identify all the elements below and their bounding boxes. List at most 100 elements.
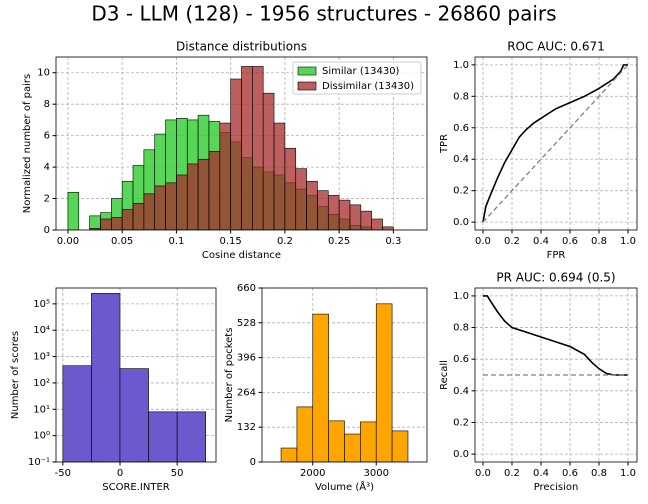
axes-title: PR AUC: 0.694 (0.5) (496, 271, 615, 285)
x-tick-label: 2000 (300, 468, 325, 479)
bar (312, 313, 329, 462)
x-tick-label: 0.6 (562, 236, 578, 247)
bar (143, 193, 156, 230)
x-axis-label: Cosine distance (202, 250, 281, 261)
y-tick-label: 10⁰ (33, 431, 50, 442)
bar (252, 66, 264, 230)
bar (295, 168, 307, 230)
legend: Similar (13430) Dissimilar (13430) (292, 61, 422, 95)
y-tick-label: 0.0 (453, 449, 469, 460)
y-tick-label: 0 (250, 457, 256, 468)
legend-label: Dissimilar (13430) (322, 81, 414, 92)
bar (148, 411, 178, 462)
figure-title: D3 - LLM (128) - 1956 structures - 26860… (91, 2, 556, 26)
legend-label: Similar (13430) (322, 66, 400, 77)
bar (165, 182, 177, 230)
bar (328, 420, 345, 462)
y-tick-label: 10¹ (33, 404, 50, 415)
y-tick-label: 0.4 (453, 154, 469, 165)
bar (280, 447, 298, 462)
x-axis-label: Precision (534, 482, 579, 493)
y-tick-label: 8 (44, 99, 50, 110)
plot-area (62, 293, 207, 462)
x-tick-label: 0.1 (168, 236, 184, 247)
y-axis-label: Normalized number of pairs (22, 74, 33, 214)
y-axis-label: Number of pockets (224, 328, 235, 423)
x-tick-label: 0.25 (328, 236, 350, 247)
x-tick-label: 0 (117, 468, 123, 479)
x-tick-label: 0.3 (385, 236, 401, 247)
y-tick-label: 10⁻¹ (28, 457, 50, 468)
panel: 0.0 0.2 0.4 0.6 0.8 1.0 0.0 0.2 0.4 0.6 0.8 1.0 PR A… (439, 271, 638, 493)
curve (482, 64, 629, 223)
y-tick-label: 0.8 (453, 323, 469, 334)
bar (100, 218, 112, 230)
bar (284, 147, 297, 230)
bar (186, 163, 199, 230)
x-axis-label: FPR (547, 250, 566, 261)
x-tick-label: 3000 (364, 468, 389, 479)
y-tick-label: 0.2 (453, 417, 469, 428)
bar (219, 122, 231, 230)
bar (230, 78, 242, 230)
bar (349, 204, 362, 230)
plot-area (482, 295, 629, 376)
plot-area (482, 64, 629, 223)
bar (296, 406, 314, 462)
bar (391, 430, 409, 462)
y-axis-label: Number of scores (10, 331, 21, 419)
axes-title: ROC AUC: 0.671 (507, 40, 605, 54)
panel: 2000 3000 0 132 264 396 528 660 Volume (Å³) Numbe… (224, 283, 428, 493)
curve (482, 64, 629, 223)
x-tick-label: 0.8 (591, 236, 607, 247)
bar (121, 209, 134, 230)
bar (154, 185, 166, 230)
bar (67, 191, 80, 230)
x-axis-label: SCORE.INTER (102, 482, 170, 493)
x-axis-label: Volume (Å³) (315, 480, 374, 493)
y-tick-label: 10² (33, 378, 50, 389)
panel: 0.0 0.2 0.4 0.6 0.8 1.0 0.0 0.2 0.4 0.6 0.8 1.0 ROC … (439, 40, 638, 261)
y-tick-label: 0.6 (453, 354, 469, 365)
bar (262, 92, 275, 230)
bar (327, 195, 340, 230)
x-tick-label: 50 (171, 468, 184, 479)
x-tick-label: 0.0 (475, 468, 491, 479)
x-tick-label: 0.6 (562, 468, 578, 479)
x-tick-label: 0.05 (111, 236, 133, 247)
y-tick-label: 0.8 (453, 91, 469, 102)
x-tick-label: 0.4 (533, 236, 549, 247)
y-tick-label: 132 (237, 422, 256, 433)
y-tick-label: 660 (237, 283, 256, 294)
bar (375, 303, 393, 462)
bar (273, 122, 286, 230)
x-tick-label: 1.0 (620, 236, 636, 247)
bar (241, 66, 253, 230)
x-tick-label: 0.2 (504, 468, 520, 479)
y-axis-label: TPR (439, 134, 450, 154)
axes-frame (55, 287, 217, 463)
y-tick-label: 6 (44, 131, 50, 142)
bar (306, 180, 318, 230)
plot-area (280, 303, 409, 462)
x-tick-label: 0.4 (533, 468, 549, 479)
bar (317, 190, 329, 230)
x-tick-label: 0.2 (277, 236, 293, 247)
x-tick-label: 0.8 (591, 468, 607, 479)
y-tick-label: 10⁵ (33, 299, 50, 310)
x-tick-label: 0.2 (504, 236, 520, 247)
x-tick-label: 0.15 (220, 236, 242, 247)
x-tick-label: 0.00 (57, 236, 79, 247)
plot-area (67, 66, 394, 230)
bar (360, 421, 377, 462)
y-tick-label: 0.0 (453, 217, 469, 228)
bar (176, 174, 188, 230)
y-tick-label: 0.4 (453, 386, 469, 397)
y-tick-label: 0.6 (453, 123, 469, 134)
axes-title: Distance distributions (176, 40, 307, 54)
bar (111, 217, 123, 230)
y-tick-label: 10³ (33, 352, 50, 363)
axes-frame (55, 56, 428, 231)
legend-frame (292, 61, 422, 95)
y-tick-label: 1.0 (453, 60, 469, 71)
